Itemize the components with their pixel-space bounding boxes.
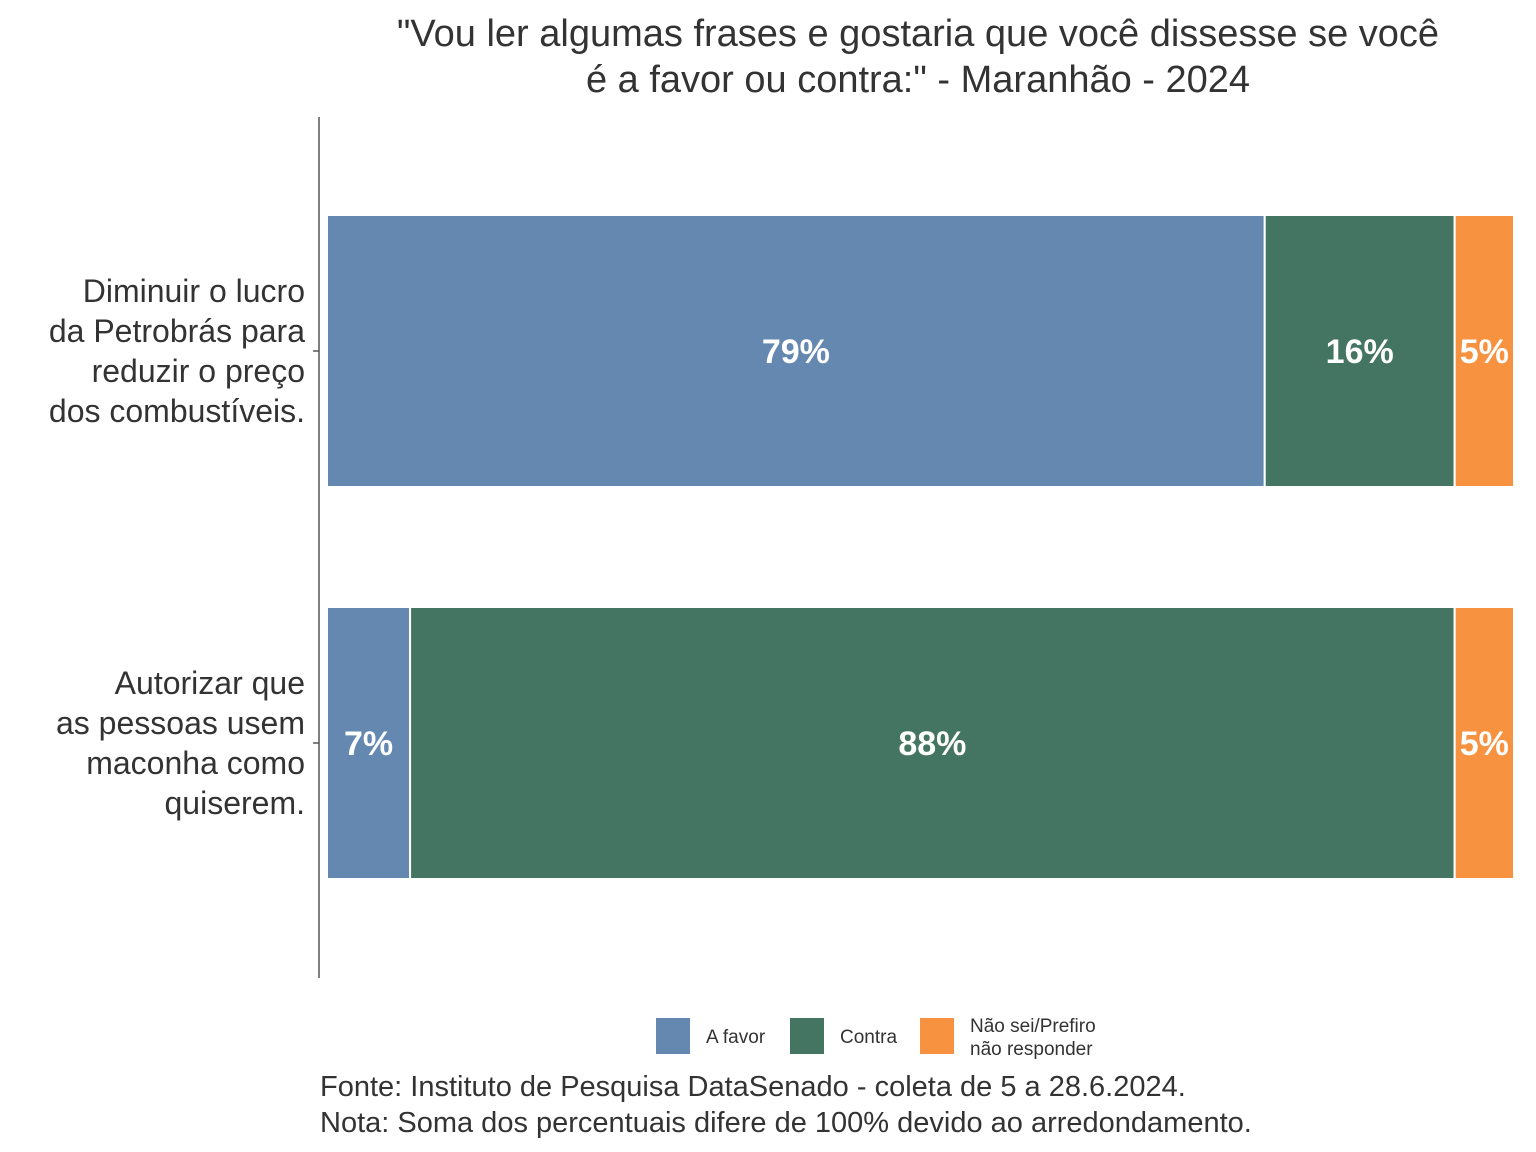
bar-segment: [1453, 606, 1516, 880]
legend-label: Não sei/Prefiro não responder: [970, 1016, 1096, 1060]
chart-title-line: "Vou ler algumas frases e gostaria que v…: [397, 13, 1439, 55]
bar-value-label: 16%: [1326, 333, 1394, 371]
bar-value-label: 79%: [762, 333, 830, 371]
category-label: Autorizar que as pessoas usem maconha como…: [56, 665, 305, 821]
bar-segment: [409, 606, 1456, 880]
legend: A favor Contra Não sei/Prefiro não responde…: [656, 1016, 1096, 1060]
chart-title: "Vou ler algumas frases e gostaria que v…: [397, 13, 1439, 101]
caption-line: Nota: Soma dos percentuais difere de 100…: [320, 1107, 1252, 1139]
legend-swatch: [790, 1018, 824, 1054]
bars: 79% 16% 5% 7% 88% 5%: [326, 214, 1516, 880]
chart-caption: Fonte: Instituto de Pesquisa DataSenado …: [320, 1071, 1252, 1139]
bar-segment: [1453, 214, 1516, 488]
legend-swatch: [656, 1018, 690, 1054]
legend-label: Contra: [840, 1027, 897, 1048]
category-labels: Diminuir o lucro da Petrobrás para reduzir…: [49, 273, 319, 821]
bar-segment: [326, 606, 412, 880]
bar-segment: [1263, 214, 1456, 488]
legend-label: A favor: [706, 1027, 766, 1048]
chart-title-line: é a favor ou contra:" - Maranhão - 2024: [586, 59, 1250, 101]
caption-line: Fonte: Instituto de Pesquisa DataSenado …: [320, 1071, 1186, 1103]
bar-value-label: 5%: [1460, 725, 1509, 763]
bar-value-label: 7%: [344, 725, 393, 763]
bar-value-label: 5%: [1460, 333, 1509, 371]
category-label: Diminuir o lucro da Petrobrás para reduzir…: [49, 273, 305, 429]
legend-swatch: [920, 1018, 954, 1054]
bar-segment: [326, 214, 1266, 488]
bar-value-label: 88%: [898, 725, 966, 763]
